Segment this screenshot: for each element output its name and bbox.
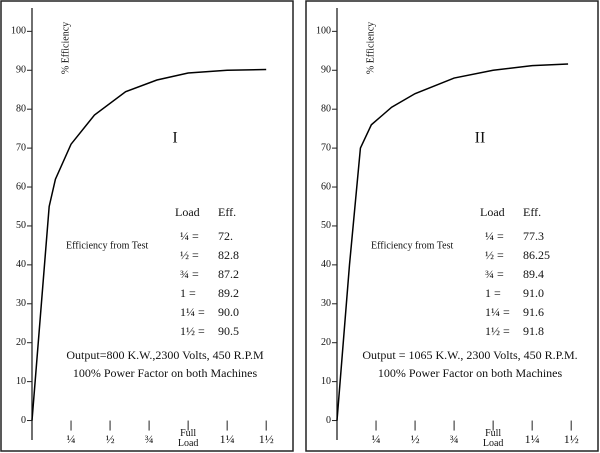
- x-tick-label: 1¼: [220, 432, 235, 446]
- y-tick-label: 30: [321, 298, 331, 309]
- table-load: 1 =: [180, 286, 196, 300]
- y-tick-label: 90: [16, 65, 26, 76]
- y-tick-label: 60: [321, 181, 331, 192]
- table-load: 1½ =: [485, 324, 510, 338]
- panel-frame: [305, 0, 599, 452]
- y-tick-label: 100: [316, 26, 331, 37]
- x-tick-label: ¾: [450, 432, 459, 446]
- x-tick-label: 1¼: [525, 432, 540, 446]
- y-tick-label: 90: [321, 65, 331, 76]
- x-tick-label: Full Load: [483, 428, 504, 449]
- y-tick-label: 20: [16, 337, 26, 348]
- table-header: Load: [480, 205, 505, 219]
- table-eff: 77.3: [523, 229, 544, 243]
- table-eff: 90.0: [218, 305, 239, 319]
- x-tick-label: ¾: [145, 432, 154, 446]
- x-tick-label: ¼: [67, 432, 76, 446]
- chart-title: II: [475, 130, 486, 147]
- panel-frame: [0, 0, 294, 452]
- test-label: Efficiency from Test: [371, 240, 453, 251]
- table-load: ¾ =: [485, 267, 504, 281]
- table-eff: 72.: [218, 229, 233, 243]
- y-tick-label: 40: [16, 259, 26, 270]
- note: 100% Power Factor on both Machines: [378, 366, 563, 380]
- table-load: 1¼ =: [180, 305, 205, 319]
- y-tick-label: 70: [16, 142, 26, 153]
- table-eff: 86.25: [523, 248, 550, 262]
- y-tick-label: 60: [16, 181, 26, 192]
- table-eff: 90.5: [218, 324, 239, 338]
- x-tick-label: Full Load: [178, 428, 199, 449]
- efficiency-curve: [336, 63, 569, 421]
- table-header: Load: [175, 205, 200, 219]
- note: 100% Power Factor on both Machines: [73, 366, 258, 380]
- efficiency-curve: [31, 68, 267, 421]
- table-eff: 87.2: [218, 267, 239, 281]
- y-tick-label: 10: [16, 376, 26, 387]
- x-tick-label: 1½: [259, 432, 274, 446]
- y-tick-label: 40: [321, 259, 331, 270]
- table-load: ¾ =: [180, 267, 199, 281]
- y-tick-label: 50: [321, 220, 331, 231]
- y-axis-label: % Efficiency: [365, 22, 376, 74]
- y-tick-label: 100: [11, 26, 26, 37]
- x-tick-label: 1½: [564, 432, 579, 446]
- table-eff: 89.4: [523, 267, 544, 281]
- table-eff: 82.8: [218, 248, 239, 262]
- y-tick-label: 0: [326, 415, 331, 426]
- y-tick-label: 0: [21, 415, 26, 426]
- table-load: ¼ =: [485, 229, 504, 243]
- note: Output = 1065 K.W., 2300 Volts, 450 R.P.…: [362, 348, 577, 362]
- table-load: ½ =: [485, 248, 504, 262]
- y-axis-label: % Efficiency: [60, 22, 71, 74]
- table-eff: 89.2: [218, 286, 239, 300]
- table-header: Eff.: [523, 205, 541, 219]
- table-load: ½ =: [180, 248, 199, 262]
- x-tick-label: ½: [106, 432, 115, 446]
- table-header: Eff.: [218, 205, 236, 219]
- table-eff: 91.0: [523, 286, 544, 300]
- y-tick-label: 20: [321, 337, 331, 348]
- y-tick-label: 80: [321, 103, 331, 114]
- note: Output=800 K.W.,2300 Volts, 450 R.P.M: [66, 348, 264, 362]
- chart-title: I: [172, 130, 177, 147]
- table-eff: 91.6: [523, 305, 544, 319]
- table-load: 1 =: [485, 286, 501, 300]
- table-load: 1¼ =: [485, 305, 510, 319]
- y-tick-label: 30: [16, 298, 26, 309]
- y-tick-label: 80: [16, 103, 26, 114]
- table-load: ¼ =: [180, 229, 199, 243]
- x-tick-label: ½: [411, 432, 420, 446]
- x-tick-label: ¼: [372, 432, 381, 446]
- y-tick-label: 70: [321, 142, 331, 153]
- y-tick-label: 10: [321, 376, 331, 387]
- y-tick-label: 50: [16, 220, 26, 231]
- table-load: 1½ =: [180, 324, 205, 338]
- table-eff: 91.8: [523, 324, 544, 338]
- test-label: Efficiency from Test: [66, 240, 148, 251]
